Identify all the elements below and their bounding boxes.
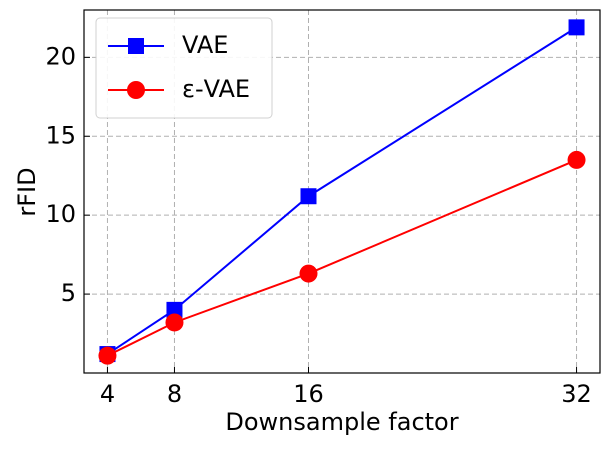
x-tick-label: 8 bbox=[167, 380, 182, 408]
x-tick-label: 16 bbox=[293, 380, 324, 408]
y-axis-label: rFID bbox=[13, 167, 41, 216]
legend-label: VAE bbox=[182, 31, 228, 59]
series-line bbox=[107, 159, 577, 357]
y-tick-label: 20 bbox=[45, 42, 76, 70]
marker bbox=[300, 188, 317, 205]
marker bbox=[567, 150, 586, 169]
x-tick-label: 4 bbox=[100, 380, 115, 408]
marker bbox=[127, 81, 145, 99]
x-axis-label: Downsample factor bbox=[225, 408, 458, 436]
marker bbox=[568, 19, 585, 36]
legend-label: ε-VAE bbox=[182, 75, 250, 103]
series-line bbox=[106, 26, 578, 355]
marker bbox=[128, 38, 144, 54]
y-tick-label: 15 bbox=[45, 121, 76, 149]
y-tick-label: 10 bbox=[45, 200, 76, 228]
x-tick-label: 32 bbox=[561, 380, 592, 408]
plot-frame bbox=[83, 9, 601, 374]
marker bbox=[299, 264, 318, 283]
marker bbox=[98, 346, 117, 365]
marker bbox=[166, 301, 183, 318]
marker bbox=[165, 313, 184, 332]
y-tick-label: 5 bbox=[61, 279, 76, 307]
